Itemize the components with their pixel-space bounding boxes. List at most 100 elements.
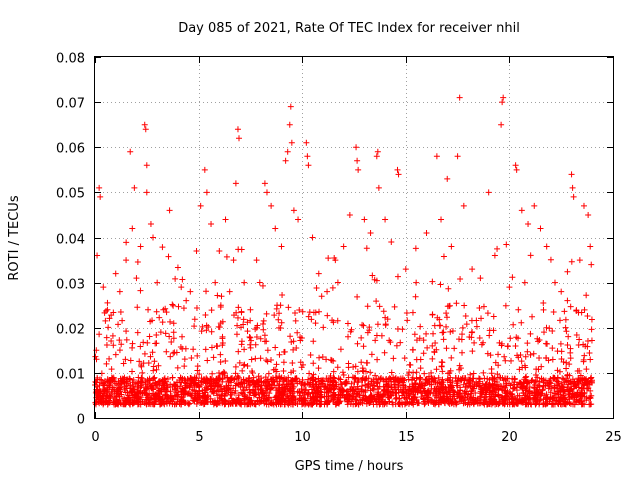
- data-point: [390, 355, 397, 362]
- data-point: [409, 399, 416, 406]
- data-point: [218, 386, 225, 393]
- data-point: [167, 318, 174, 325]
- data-point: [103, 398, 110, 405]
- data-point: [568, 171, 575, 178]
- data-point: [420, 350, 427, 357]
- data-point: [176, 377, 183, 384]
- data-point: [526, 388, 533, 395]
- data-point: [293, 345, 300, 352]
- data-point: [94, 376, 101, 383]
- data-point: [149, 349, 156, 356]
- data-point: [397, 339, 404, 346]
- data-point: [583, 366, 590, 373]
- data-point: [181, 363, 188, 370]
- data-point: [412, 245, 419, 252]
- data-point: [498, 340, 505, 347]
- data-point: [536, 378, 543, 385]
- data-point: [282, 157, 289, 164]
- data-point: [182, 382, 189, 389]
- data-point: [524, 340, 531, 347]
- data-point: [462, 388, 469, 395]
- data-point: [264, 347, 271, 354]
- data-point: [527, 351, 534, 358]
- data-point: [141, 387, 148, 394]
- data-point: [429, 355, 436, 362]
- data-point: [490, 327, 497, 334]
- data-point: [228, 379, 235, 386]
- data-point: [104, 401, 111, 408]
- data-point: [236, 359, 243, 366]
- data-point: [323, 393, 330, 400]
- data-point: [273, 368, 280, 375]
- data-point: [465, 378, 472, 385]
- data-point: [308, 316, 315, 323]
- data-point: [198, 328, 205, 335]
- data-point: [425, 388, 432, 395]
- data-point: [462, 375, 469, 382]
- data-point: [194, 363, 201, 370]
- data-point: [163, 400, 170, 407]
- data-point: [395, 171, 402, 178]
- data-point: [254, 322, 261, 329]
- data-point: [506, 399, 513, 406]
- data-point: [426, 378, 433, 385]
- data-point: [402, 266, 409, 273]
- data-point: [415, 385, 422, 392]
- data-point: [502, 357, 509, 364]
- data-point: [433, 385, 440, 392]
- data-point: [522, 392, 529, 399]
- data-point: [568, 379, 575, 386]
- data-point: [474, 397, 481, 404]
- data-point: [473, 323, 480, 330]
- data-point: [337, 386, 344, 393]
- data-point: [185, 400, 192, 407]
- data-point: [436, 383, 443, 390]
- data-point: [386, 375, 393, 382]
- data-point: [373, 375, 380, 382]
- data-point: [221, 393, 228, 400]
- data-point: [440, 329, 447, 336]
- data-point: [216, 248, 223, 255]
- data-point: [456, 94, 463, 101]
- data-point: [214, 292, 221, 299]
- data-point: [179, 333, 186, 340]
- data-point: [331, 392, 338, 399]
- data-point: [127, 148, 134, 155]
- data-point: [576, 398, 583, 405]
- data-point: [234, 314, 241, 321]
- data-point: [432, 401, 439, 408]
- data-point: [551, 279, 558, 286]
- data-point: [531, 202, 538, 209]
- data-point: [421, 401, 428, 408]
- data-point: [568, 258, 575, 265]
- data-point: [263, 189, 270, 196]
- data-point: [261, 180, 268, 187]
- data-point: [496, 374, 503, 381]
- data-point: [495, 362, 502, 369]
- data-point: [484, 375, 491, 382]
- data-point: [543, 324, 550, 331]
- data-point: [413, 337, 420, 344]
- x-tick-label: 0: [91, 430, 99, 445]
- data-point: [284, 148, 291, 155]
- data-point: [432, 377, 439, 384]
- data-point: [471, 339, 478, 346]
- data-point: [445, 285, 452, 292]
- data-point: [129, 394, 136, 401]
- data-point: [442, 384, 449, 391]
- data-point: [311, 395, 318, 402]
- data-point: [288, 139, 295, 146]
- data-point: [567, 303, 574, 310]
- data-point: [294, 329, 301, 336]
- data-point: [583, 292, 590, 299]
- data-point: [325, 255, 332, 262]
- data-point: [425, 400, 432, 407]
- data-point: [567, 387, 574, 394]
- data-point: [408, 377, 415, 384]
- data-point: [196, 383, 203, 390]
- data-point: [339, 381, 346, 388]
- data-point: [164, 375, 171, 382]
- data-point: [212, 380, 219, 387]
- data-point: [540, 329, 547, 336]
- data-point: [191, 323, 198, 330]
